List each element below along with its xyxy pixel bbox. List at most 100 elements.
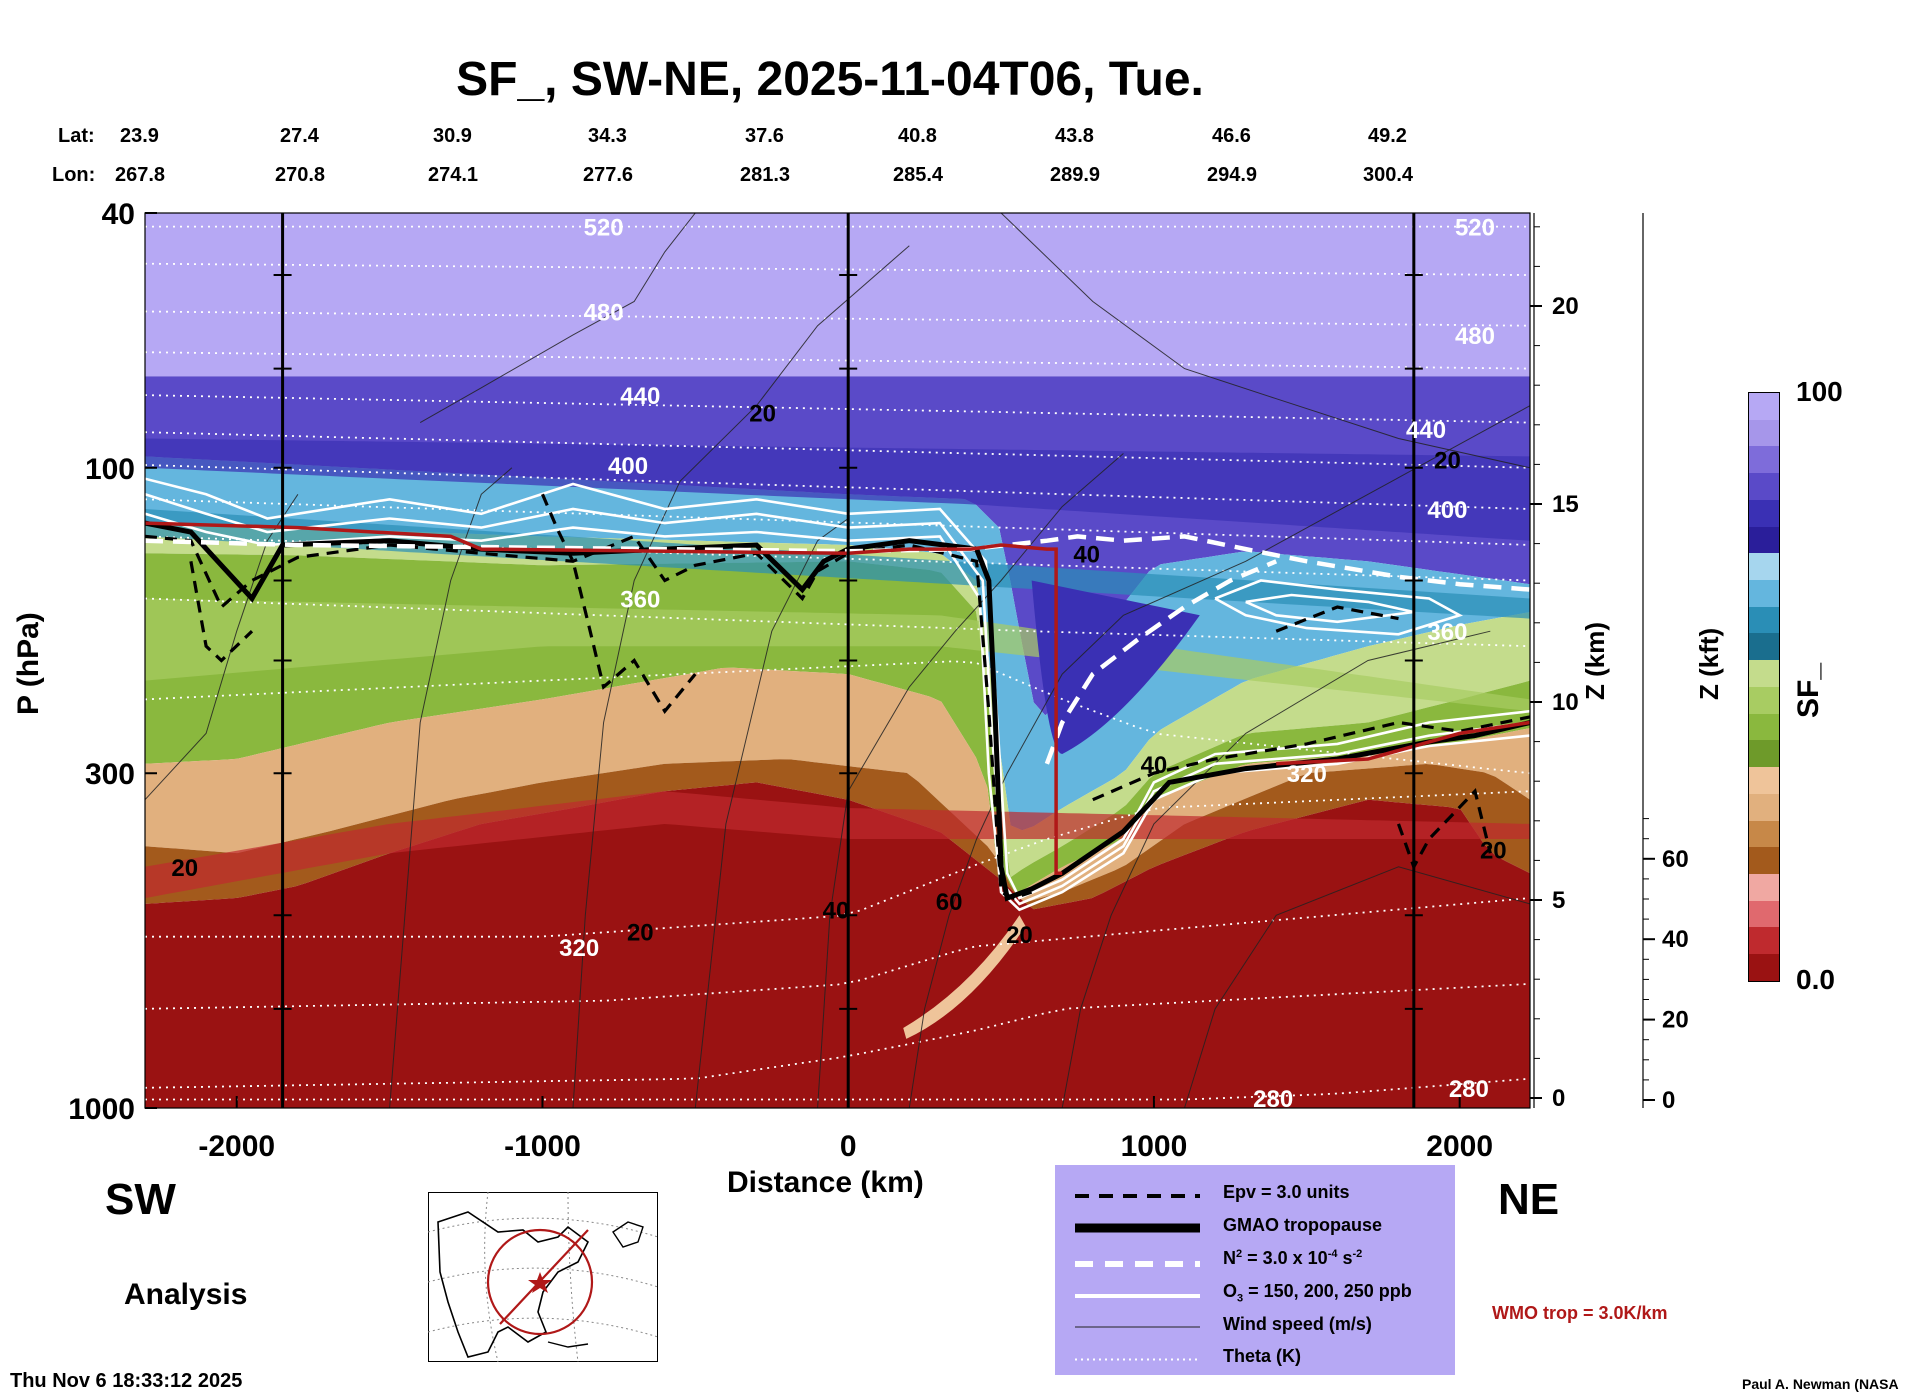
theta-line-11 bbox=[145, 790, 1530, 938]
colorbar-swatch-6 bbox=[1749, 793, 1779, 821]
zkm-axis-label: Z (km) bbox=[1580, 622, 1610, 700]
y-tick-label-3: 1000 bbox=[68, 1093, 135, 1126]
x-axis-label: Distance (km) bbox=[727, 1166, 924, 1199]
y-axis-label: P (hPa) bbox=[12, 612, 45, 715]
x-tick-label-2: 0 bbox=[840, 1130, 857, 1163]
sf-accent-teal bbox=[145, 509, 1530, 619]
theta-label-4: 360 bbox=[620, 586, 660, 613]
sf-band-green bbox=[145, 525, 1530, 878]
wind-contour-2 bbox=[572, 245, 910, 1108]
zkft-tick-label-0: 0 bbox=[1662, 1087, 1675, 1114]
legend-label-wind: Wind speed (m/s) bbox=[1223, 1314, 1372, 1334]
lat-label: Lat: bbox=[58, 125, 95, 147]
lat-value-1: 27.4 bbox=[280, 125, 319, 147]
timestamp: Thu Nov 6 18:33:12 2025 bbox=[10, 1370, 243, 1392]
x-tick-label-3: 1000 bbox=[1121, 1130, 1188, 1163]
wind-label-7: 60 bbox=[936, 889, 963, 916]
n2-fold-line bbox=[1044, 559, 1278, 765]
legend-label-n2: N2 = 3.0 x 10-4 s-2 bbox=[1223, 1248, 1363, 1268]
lon-value-1: 270.8 bbox=[275, 164, 326, 186]
theta-label-3: 400 bbox=[608, 453, 648, 480]
legend-label-theta: Theta (K) bbox=[1223, 1346, 1301, 1366]
colorbar-swatch-19 bbox=[1749, 446, 1779, 474]
lat-value-4: 37.6 bbox=[745, 125, 784, 147]
sf-band-tan bbox=[145, 667, 1530, 904]
sf-accent-deep-purple bbox=[145, 438, 1530, 541]
y-tick-label-0: 40 bbox=[102, 198, 135, 231]
wind-label-5: 20 bbox=[627, 919, 654, 946]
epv-contour-2 bbox=[189, 561, 254, 663]
x-tick-label-0: -2000 bbox=[198, 1130, 275, 1163]
colorbar-swatch-18 bbox=[1749, 473, 1779, 500]
zkm-tick-label-4: 20 bbox=[1552, 293, 1579, 320]
lat-value-3: 34.3 bbox=[588, 125, 627, 147]
sf-accent-pink bbox=[145, 791, 1530, 899]
sf-band-lavender bbox=[145, 213, 1530, 377]
lat-value-0: 23.9 bbox=[120, 125, 159, 147]
colorbar-swatch-0 bbox=[1749, 954, 1779, 981]
theta-label-2: 440 bbox=[620, 383, 660, 410]
colorbar-swatch-5 bbox=[1749, 820, 1779, 848]
sf-accent-mid-green bbox=[145, 598, 1530, 712]
sf-band-brown bbox=[145, 759, 1530, 910]
epv-contour-3 bbox=[1092, 715, 1530, 802]
credit: Paul A. Newman (NASA bbox=[1742, 1376, 1899, 1392]
wind-label-6: 40 bbox=[823, 898, 850, 925]
legend-swatch-tropopause bbox=[1075, 1223, 1200, 1233]
colorbar-swatch-12 bbox=[1749, 633, 1779, 661]
theta-label-0: 520 bbox=[584, 215, 624, 242]
lat-value-2: 30.9 bbox=[433, 125, 472, 147]
lon-value-3: 277.6 bbox=[583, 164, 634, 186]
zkm-tick-label-2: 10 bbox=[1552, 689, 1579, 716]
zkm-tick-label-1: 5 bbox=[1552, 887, 1565, 914]
legend-swatch-wind bbox=[1075, 1326, 1200, 1328]
chart-title: SF_, SW-NE, 2025-11-04T06, Tue. bbox=[456, 53, 1204, 106]
plot-axes: -2000 -1000 0 1000 2000 40 100 300 1000 0 5 10 15 20 0… bbox=[68, 198, 1688, 1163]
y-tick-label-2: 300 bbox=[85, 758, 135, 791]
sf-frontal-tongue bbox=[903, 915, 1026, 1039]
lon-value-2: 274.1 bbox=[428, 164, 479, 186]
theta-label-7: 520 bbox=[1455, 215, 1495, 242]
colorbar-swatch-8 bbox=[1749, 740, 1779, 768]
wmo-tropopause bbox=[145, 521, 1063, 876]
theta-label-11: 360 bbox=[1427, 619, 1467, 646]
legend-label-epv: Epv = 3.0 units bbox=[1223, 1182, 1350, 1202]
x-tick-label-4: 2000 bbox=[1426, 1130, 1493, 1163]
inset-map bbox=[428, 1192, 658, 1362]
colorbar-swatch-17 bbox=[1749, 499, 1779, 527]
lon-value-4: 281.3 bbox=[740, 164, 791, 186]
colorbar-swatch-10 bbox=[1749, 686, 1779, 714]
colorbar-swatch-16 bbox=[1749, 526, 1779, 554]
theta-line-10 bbox=[145, 660, 1530, 775]
lon-label: Lon: bbox=[52, 164, 96, 186]
legend-swatch-epv bbox=[1075, 1194, 1200, 1198]
y-tick-label-1: 100 bbox=[85, 453, 135, 486]
colorbar-swatch-9 bbox=[1749, 713, 1779, 741]
theta-label-10: 400 bbox=[1427, 497, 1467, 524]
zkft-tick-label-3: 60 bbox=[1662, 846, 1689, 873]
epv-contour-5 bbox=[1396, 787, 1492, 871]
colorbar-swatch-2 bbox=[1749, 900, 1779, 928]
lon-value-7: 294.9 bbox=[1207, 164, 1258, 186]
legend: Epv = 3.0 units GMAO tropopause N2 = 3.0… bbox=[1055, 1165, 1455, 1375]
legend-item-epv: Epv = 3.0 units bbox=[1055, 1179, 1455, 1209]
wind-label-4: 20 bbox=[171, 855, 198, 882]
legend-item-n2: N2 = 3.0 x 10-4 s-2 bbox=[1055, 1245, 1455, 1275]
ozone-contour-1 bbox=[145, 493, 1530, 906]
lat-value-5: 40.8 bbox=[898, 125, 937, 147]
colorbar-swatch-3 bbox=[1749, 873, 1779, 901]
wind-contour-8 bbox=[1000, 213, 1530, 469]
legend-label-o3: O3 = 150, 200, 250 ppb bbox=[1223, 1281, 1412, 1305]
lat-value-8: 49.2 bbox=[1368, 125, 1407, 147]
wind-contour-1 bbox=[389, 467, 513, 1108]
legend-swatch-o3 bbox=[1075, 1294, 1200, 1298]
gmao-tropopause bbox=[145, 520, 1530, 902]
lat-value-7: 46.6 bbox=[1212, 125, 1251, 147]
wind-label-2: 40 bbox=[1073, 541, 1100, 568]
plot-frame bbox=[144, 212, 1531, 1109]
wind-label-9: 20 bbox=[1480, 838, 1507, 865]
legend-item-o3: O3 = 150, 200, 250 ppb bbox=[1055, 1278, 1455, 1308]
wind-contour-9 bbox=[419, 213, 696, 424]
lon-value-6: 289.9 bbox=[1050, 164, 1101, 186]
